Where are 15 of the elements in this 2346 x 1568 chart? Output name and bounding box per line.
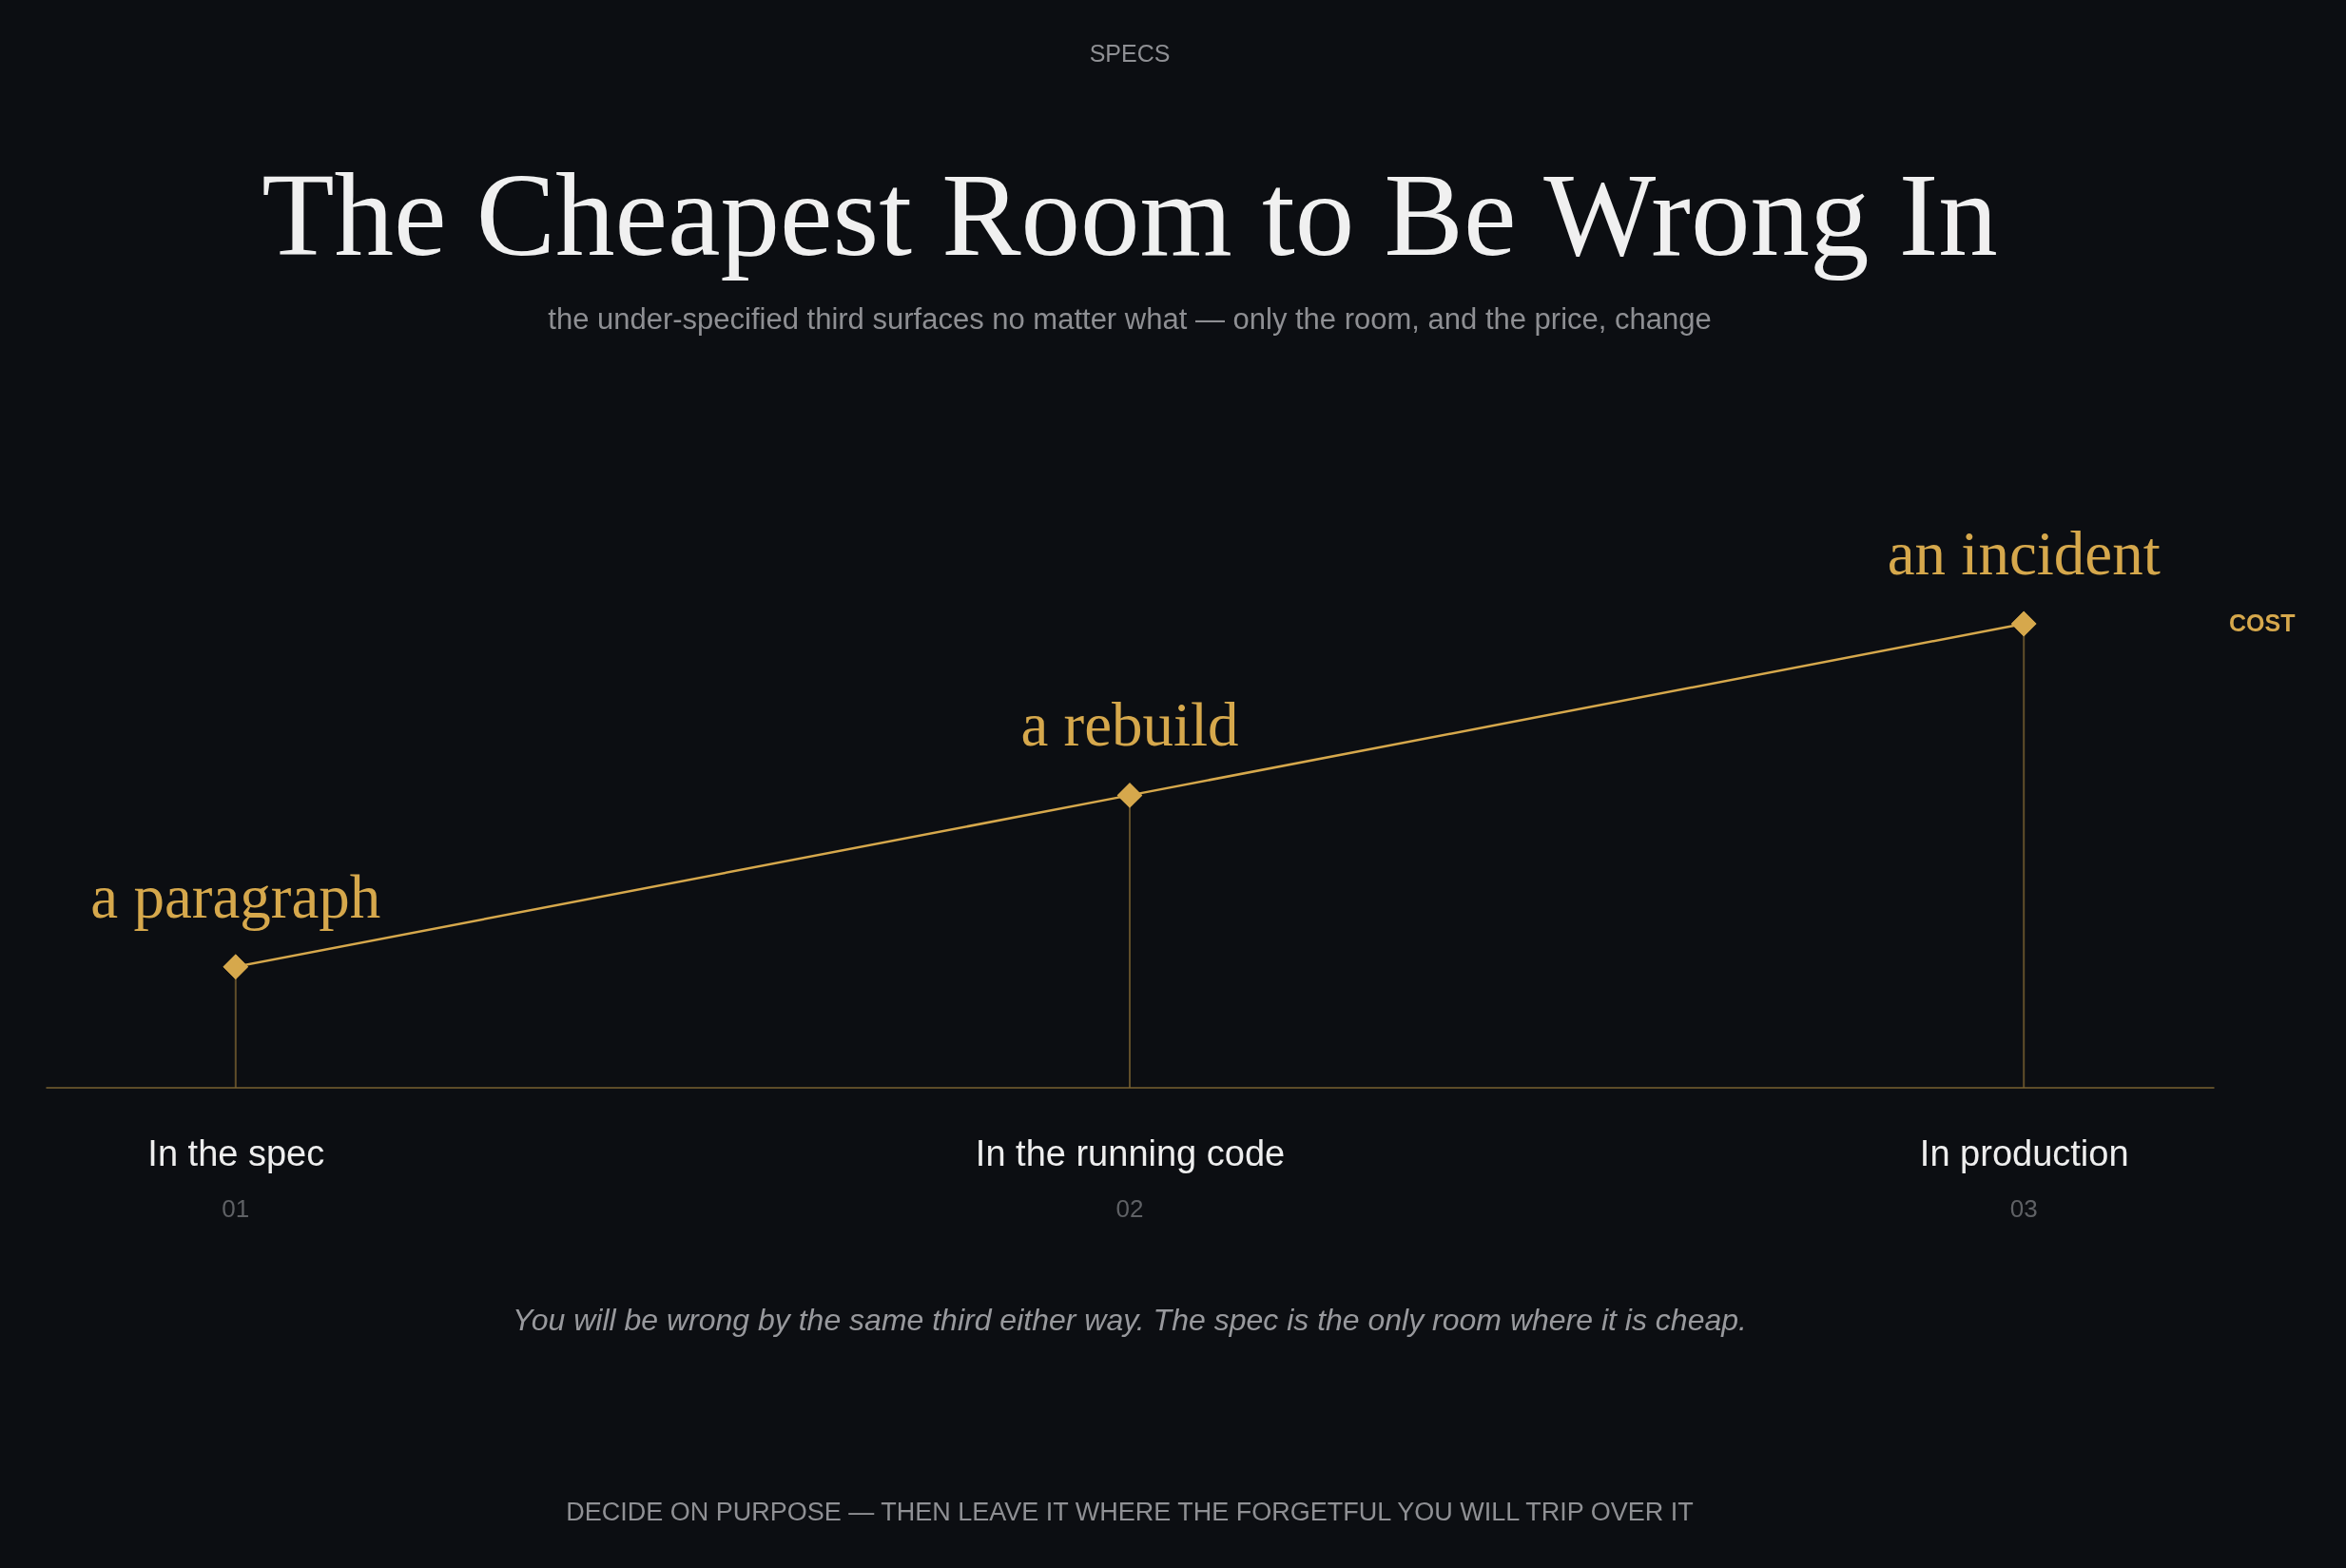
x-tick-label: In the running code — [975, 1133, 1286, 1173]
text: 01 — [222, 1193, 250, 1223]
annotation: a paragraph — [90, 861, 381, 931]
x-tick-label: In production — [1919, 1133, 2129, 1173]
annotation: an incident — [1887, 519, 2161, 588]
text: 03 — [2009, 1193, 2038, 1223]
text: SPECS — [1089, 40, 1171, 67]
text: 02 — [1115, 1193, 1144, 1223]
annotation: a rebuild — [1020, 690, 1239, 760]
text: You will be wrong by the same third either way. The spec is the only room where it is cheap. — [513, 1303, 1747, 1337]
text: DECIDE ON PURPOSE — THEN LEAVE IT WHERE THE FORGETFUL YOU WILL TRIP OVER IT — [566, 1498, 1694, 1526]
x-tick-label: In the spec — [147, 1133, 325, 1173]
chart-subtitle: the under-specified third surfaces no matter what — only the room, and the price, change — [548, 302, 1712, 336]
chart-title: The Cheapest Room to Be Wrong In — [262, 149, 1998, 281]
text: COST — [2229, 610, 2296, 636]
